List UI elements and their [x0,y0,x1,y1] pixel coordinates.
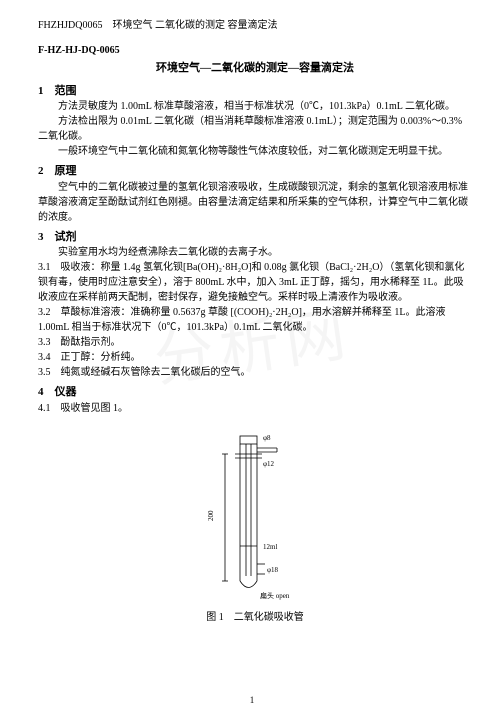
figure-caption: 图 1 二氧化碳吸收管 [38,610,472,625]
absorption-tube-diagram: φ8 φ12 12ml φ18 200 扁头 open [185,426,325,606]
fig-label-d3: 12ml [263,543,277,551]
sec1-p3: 一般环境空气中二氧化硫和氮氧化物等酸性气体浓度较低，对二氧化碳测定无明显干扰。 [38,144,472,159]
fig-label-d1: φ8 [263,434,271,442]
sec3-4: 3.4 正丁醇：分析纯。 [38,350,472,365]
page-number: 1 [0,695,504,705]
sec4-head: 4 仪器 [38,384,472,401]
sec2-head: 2 原理 [38,163,472,180]
fig-label-d2: φ12 [263,460,275,468]
sec3-1: 3.1 吸收液：称量 1.4g 氢氧化钡[Ba(OH)₂·8H₂O]和 0.08… [38,260,472,305]
fig-label-len: 200 [207,510,215,521]
sec2-p1: 空气中的二氧化碳被过量的氢氧化钡溶液吸收，生成碳酸钡沉淀，剩余的氢氧化钡溶液用标… [38,180,472,225]
doc-code: F-HZ-HJ-DQ-0065 [38,43,472,58]
page: FHZHJDQ0065 环境空气 二氧化碳的测定 容量滴定法 F-HZ-HJ-D… [0,0,504,635]
sec1-head: 1 范围 [38,83,472,100]
sec1-p1: 方法灵敏度为 1.00mL 标准草酸溶液，相当于标准状况（0℃，101.3kPa… [38,99,472,114]
title: 环境空气—二氧化碳的测定—容量滴定法 [38,60,472,77]
sec3-5: 3.5 纯氮或经碱石灰管除去二氧化碳后的空气。 [38,365,472,380]
figure-1: φ8 φ12 12ml φ18 200 扁头 open 图 1 二氧化碳吸收管 [38,426,472,625]
header-line: FHZHJDQ0065 环境空气 二氧化碳的测定 容量滴定法 [38,18,472,33]
sec3-p0: 实验室用水均为经煮沸除去二氧化碳的去离子水。 [38,245,472,260]
sec3-2: 3.2 草酸标准溶液：准确称量 0.5637g 草酸 [(COOH)₂·2H₂O… [38,305,472,335]
sec1-p2: 方法检出限为 0.01mL 二氧化碳（相当消耗草酸标准溶液 0.1mL）；测定范… [38,114,472,144]
sec3-3: 3.3 酚酞指示剂。 [38,335,472,350]
fig-label-flat: 扁头 open [260,591,290,600]
fig-label-d4: φ18 [267,566,279,574]
sec3-head: 3 试剂 [38,229,472,246]
sec4-1: 4.1 吸收管见图 1。 [38,401,472,416]
